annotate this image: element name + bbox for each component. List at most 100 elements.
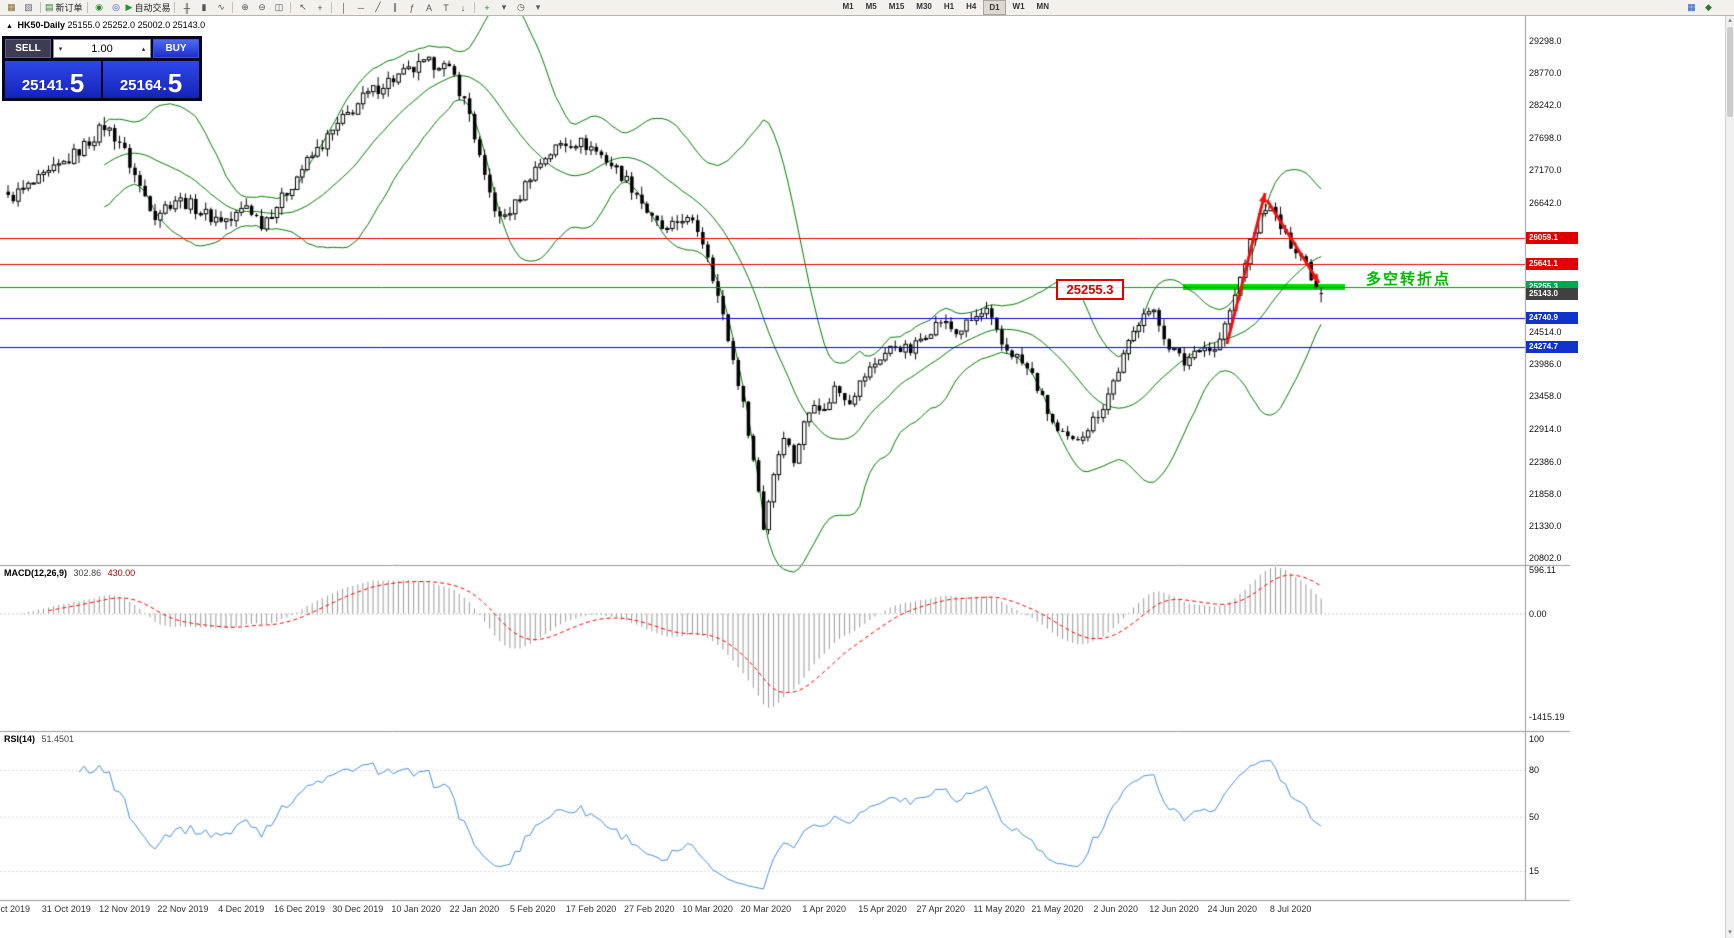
macd-name: MACD(12,26,9) — [4, 568, 68, 578]
crosshair-button[interactable]: + — [312, 1, 327, 15]
trendline-button[interactable]: ╱ — [370, 1, 385, 15]
macd-axis-label: 0.00 — [1529, 608, 1547, 619]
volume-input[interactable] — [67, 42, 137, 55]
price-axis-label: 28770.0 — [1529, 68, 1562, 79]
volume-stepper: ▾ ▴ — [53, 39, 151, 58]
rsi-axis-label: 80 — [1529, 765, 1540, 776]
new-order-button[interactable]: ▤ 新订单 — [45, 1, 83, 15]
timeframe-button-w1[interactable]: W1 — [1012, 2, 1025, 11]
timeframe-button-m15[interactable]: M15 — [888, 2, 905, 11]
toolbar-separator — [290, 2, 292, 13]
rsi-name: RSI(14) — [4, 734, 36, 744]
scroll-down-icon[interactable]: ▾ — [1728, 929, 1732, 936]
arrows-button[interactable]: ↓ — [455, 1, 470, 15]
fibonacci-button[interactable]: ƒ — [404, 1, 419, 15]
rsi-label: RSI(14) 51.4501 — [4, 734, 74, 744]
timeframe-button-mn[interactable]: MN — [1036, 2, 1049, 11]
timeframe-button-h1[interactable]: H1 — [943, 2, 955, 11]
periods-button[interactable]: ◷ — [513, 1, 528, 15]
crosshair-icon: + — [317, 2, 323, 13]
sell-button[interactable]: SELL — [5, 39, 51, 58]
text-label-button[interactable]: T — [438, 1, 453, 15]
channel-button[interactable]: ∥ — [387, 1, 402, 15]
price-axis-label: 21330.0 — [1529, 520, 1562, 531]
turning-point-label[interactable]: 多空转折点 — [1366, 271, 1452, 288]
date-axis-label: 15 Apr 2020 — [858, 904, 907, 914]
layout-button[interactable]: ▦ — [1687, 2, 1696, 12]
periods-menu-icon: ▾ — [535, 2, 541, 12]
zoom-out-icon: ⊖ — [258, 2, 266, 12]
date-axis-label: 8 Jul 2020 — [1269, 904, 1312, 914]
vertical-line-button[interactable]: │ — [336, 1, 351, 15]
zoom-in-button[interactable]: ⊕ — [237, 1, 252, 15]
price-axis-label: 22914.0 — [1529, 424, 1562, 435]
date-axis-label: 5 Feb 2020 — [509, 904, 556, 914]
tile-windows-button[interactable]: ◫ — [271, 1, 286, 15]
bar-chart-button[interactable]: ╫ — [179, 1, 194, 15]
scripts-icon: ◎ — [112, 2, 120, 12]
toolbar-separator — [232, 2, 234, 13]
timeframe-button-m1[interactable]: M1 — [842, 2, 854, 11]
charts-grid-button[interactable]: ▦ — [4, 1, 19, 15]
chart-symbol: HK50-Daily — [17, 20, 65, 30]
timeframe-button-h4[interactable]: H4 — [966, 2, 977, 11]
scripts-button[interactable]: ◎ — [109, 1, 124, 15]
toolbar-separator — [174, 2, 176, 13]
text-label-icon: T — [443, 2, 449, 13]
buy-button[interactable]: BUY — [153, 39, 199, 58]
date-axis-label: 20 Mar 2020 — [740, 904, 792, 914]
buy-price-display[interactable]: 25164. 5 — [103, 61, 199, 98]
profile-button[interactable]: ▧ — [21, 1, 36, 15]
line-chart-button[interactable]: ∿ — [213, 1, 228, 15]
price-annotation-box[interactable]: 25255.3 — [1056, 279, 1124, 300]
date-axis-label: 31 Oct 2019 — [41, 904, 91, 914]
sell-price-int: 25141 — [21, 76, 64, 94]
timeframe-button-m30[interactable]: M30 — [916, 2, 932, 11]
expert-advisors-button[interactable]: ◉ — [92, 1, 107, 15]
scrollbar-thumb[interactable] — [1727, 27, 1733, 117]
toolbar-separator — [331, 2, 333, 13]
indicators-button[interactable]: + — [479, 1, 494, 15]
price-axis-label: 27698.0 — [1529, 133, 1562, 144]
date-axis-label: 22 Nov 2019 — [157, 904, 209, 914]
vertical-line-icon: │ — [341, 2, 347, 13]
autotrading-button[interactable]: ▶ 自动交易 — [126, 1, 171, 15]
channel-icon: ∥ — [392, 2, 398, 12]
timeframe-button-m5[interactable]: M5 — [865, 2, 877, 11]
timeframe-group: M1 M5 M15 M30 H1 H4 D1 W1 MN — [836, 0, 1055, 15]
text-icon: A — [425, 2, 432, 13]
toolbar-separator — [40, 2, 41, 13]
community-button[interactable]: ◆ — [1705, 2, 1712, 12]
price-axis-label: 23458.0 — [1529, 391, 1562, 402]
symbol-marker-icon: ▲ — [6, 23, 13, 30]
price-axis-label: 26642.0 — [1529, 197, 1562, 208]
zoom-out-button[interactable]: ⊖ — [254, 1, 269, 15]
fibonacci-icon: ƒ — [409, 2, 415, 13]
volume-increase-icon[interactable]: ▴ — [141, 45, 146, 53]
new-order-icon: ▤ — [45, 2, 54, 12]
periods-menu-button[interactable]: ▾ — [530, 1, 545, 15]
rsi-axis-label: 100 — [1529, 734, 1545, 744]
sell-price-display[interactable]: 25141. 5 — [5, 61, 101, 98]
candlestick-chart-button[interactable]: ▮ — [196, 1, 211, 15]
rsi-axis-label: 15 — [1529, 866, 1540, 876]
price-axis-label: 20802.0 — [1529, 553, 1562, 563]
toolbar-separator — [474, 2, 476, 13]
scroll-up-icon[interactable]: ▴ — [1728, 17, 1732, 24]
bar-chart-icon: ╫ — [183, 2, 191, 13]
line-chart-icon: ∿ — [217, 2, 225, 12]
rsi-value: 51.4501 — [41, 734, 75, 744]
horizontal-line-button[interactable]: ─ — [353, 1, 368, 15]
text-button[interactable]: A — [421, 1, 436, 15]
price-level-badge: 24274.7 — [1526, 340, 1578, 353]
price-level-badge: 26059.1 — [1526, 232, 1578, 245]
date-axis-label: 21 May 2020 — [1031, 904, 1084, 914]
volume-decrease-icon[interactable]: ▾ — [58, 45, 63, 53]
indicators-menu-button[interactable]: ▾ — [496, 1, 511, 15]
cursor-button[interactable]: ↖ — [295, 1, 310, 15]
autotrading-icon: ▶ — [125, 2, 133, 12]
timeframe-button-d1[interactable]: D1 — [983, 0, 1006, 15]
vertical-scrollbar[interactable]: ▴ ▾ — [1725, 16, 1734, 938]
